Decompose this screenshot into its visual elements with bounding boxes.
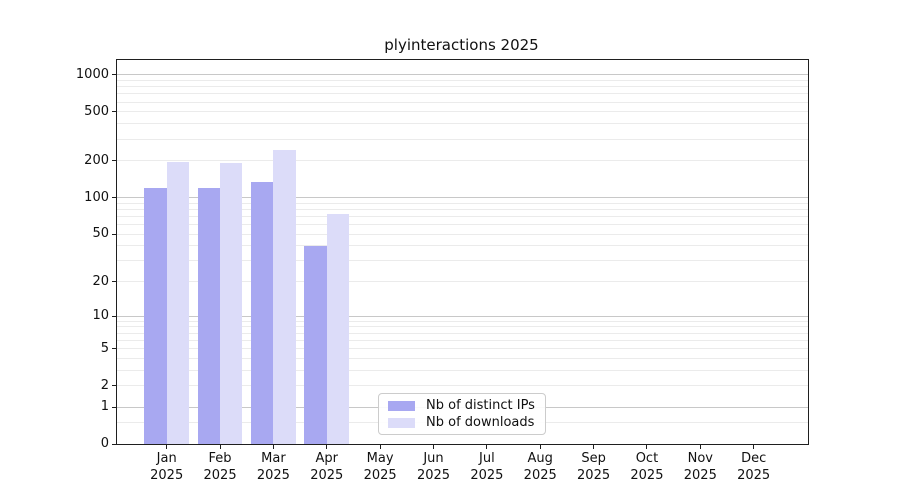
x-tick-mark xyxy=(593,444,595,449)
y-tick-label: 20 xyxy=(92,273,109,289)
gridline-major xyxy=(117,74,808,76)
x-tick-mark xyxy=(433,444,434,449)
gridline-minor xyxy=(117,93,808,95)
y-tick-label: 100 xyxy=(84,189,109,205)
y-tick-label: 1000 xyxy=(75,66,109,82)
y-tick-mark xyxy=(112,197,117,199)
gridline-minor xyxy=(117,385,808,387)
x-tick-label: Oct 2025 xyxy=(630,451,664,483)
y-tick-mark xyxy=(112,160,117,162)
x-tick-mark xyxy=(379,444,381,449)
y-tick-mark xyxy=(112,281,117,283)
gridline-minor xyxy=(117,101,808,103)
x-tick-mark xyxy=(272,444,274,449)
bar-downloads xyxy=(326,214,350,444)
x-tick-mark xyxy=(539,444,541,449)
y-tick-label: 500 xyxy=(84,103,109,119)
x-tick-label: Jul 2025 xyxy=(470,451,504,483)
y-tick-mark xyxy=(112,443,117,445)
x-tick-mark xyxy=(486,444,488,449)
bar-downloads xyxy=(273,149,296,444)
legend-label-downloads: Nb of downloads xyxy=(426,415,535,430)
gridline-minor xyxy=(117,320,808,322)
legend: Nb of distinct IPs Nb of downloads xyxy=(378,393,546,435)
bar-downloads xyxy=(220,162,243,444)
y-tick-label: 5 xyxy=(100,340,109,356)
y-tick-label: 200 xyxy=(84,152,109,168)
legend-swatch-downloads xyxy=(388,417,415,428)
gridline-minor xyxy=(117,202,808,204)
gridline-minor xyxy=(117,326,808,328)
y-tick-label: 2 xyxy=(100,377,109,393)
y-tick-mark xyxy=(112,74,117,76)
y-tick-mark xyxy=(112,315,117,317)
gridline-minor xyxy=(117,369,808,371)
gridline-minor xyxy=(117,215,808,217)
x-tick-label: Jan 2025 xyxy=(150,451,184,483)
bar-distinct-ips xyxy=(144,188,167,444)
gridline-minor xyxy=(117,123,808,125)
x-tick-mark xyxy=(219,444,221,449)
x-tick-mark xyxy=(166,444,168,449)
gridline-minor xyxy=(117,281,808,283)
gridline-minor xyxy=(117,208,808,210)
legend-item-distinct-ips: Nb of distinct IPs xyxy=(388,398,536,413)
gridline-minor xyxy=(117,138,808,140)
gridline-minor xyxy=(117,86,808,88)
x-tick-label: Sep 2025 xyxy=(577,451,611,483)
bar-distinct-ips xyxy=(197,188,221,444)
x-tick-label: Jun 2025 xyxy=(416,451,451,483)
y-tick-mark xyxy=(112,406,117,408)
x-tick-mark xyxy=(753,444,755,449)
gridline-major xyxy=(117,315,808,317)
legend-label-distinct-ips: Nb of distinct IPs xyxy=(426,398,535,413)
y-tick-mark xyxy=(112,233,117,235)
gridline-minor xyxy=(117,111,808,113)
gridline-minor xyxy=(117,260,808,262)
y-tick-mark xyxy=(112,385,117,387)
gridline-major xyxy=(117,197,808,199)
chart-title: plyinteractions 2025 xyxy=(384,36,539,54)
x-tick-mark xyxy=(326,444,328,449)
x-tick-label: Aug 2025 xyxy=(523,451,557,483)
gridline-minor xyxy=(117,332,808,334)
y-tick-label: 0 xyxy=(100,436,109,451)
gridline-minor xyxy=(117,233,808,235)
legend-item-downloads: Nb of downloads xyxy=(388,415,536,430)
x-tick-label: Mar 2025 xyxy=(256,451,290,483)
y-tick-label: 1 xyxy=(100,399,109,415)
bar-distinct-ips xyxy=(304,245,327,444)
x-tick-mark xyxy=(646,444,648,449)
legend-swatch-distinct-ips xyxy=(388,400,415,411)
plot-area: 0 1 2 5 10 20 50 100 200 500 1000 Jan 2025 Feb 2025 M… xyxy=(76,59,809,483)
gridline-minor xyxy=(117,79,808,81)
gridline-minor xyxy=(117,348,808,350)
gridline-minor xyxy=(117,357,808,359)
y-tick-label: 10 xyxy=(92,308,109,324)
x-tick-label: Feb 2025 xyxy=(203,451,237,483)
x-tick-label: Apr 2025 xyxy=(310,451,344,483)
gridline-minor xyxy=(117,224,808,226)
x-tick-label: May 2025 xyxy=(363,451,397,483)
y-tick-label: 50 xyxy=(92,226,109,242)
bar-distinct-ips xyxy=(251,182,274,444)
gridline-minor xyxy=(117,245,808,247)
y-tick-mark xyxy=(112,348,117,350)
gridline-minor xyxy=(117,160,808,162)
x-tick-mark xyxy=(699,444,701,449)
gridline-minor xyxy=(117,339,808,341)
x-tick-label: Dec 2025 xyxy=(737,451,771,483)
y-tick-mark xyxy=(112,111,117,113)
bar-downloads xyxy=(166,161,190,444)
x-tick-label: Nov 2025 xyxy=(683,451,717,483)
